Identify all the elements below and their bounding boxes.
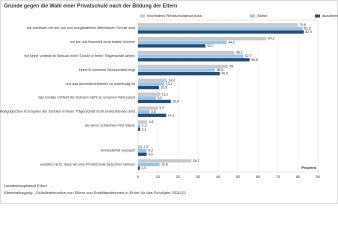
bar <box>138 58 250 62</box>
value-label: 38,5 <box>217 68 224 72</box>
value-label: 40,9 <box>221 72 228 76</box>
bar <box>138 78 167 82</box>
bar <box>138 120 148 124</box>
value-label: 82,3 <box>304 26 311 30</box>
bar <box>138 44 206 48</box>
bar <box>138 50 235 55</box>
x-tick-label: 20 <box>176 174 181 179</box>
value-label: 4,3 <box>148 149 153 153</box>
bar <box>138 110 150 114</box>
value-label: 82,9 <box>305 30 312 34</box>
value-label: 9,9 <box>159 106 164 110</box>
category-label: wir sie uns finanziell nicht leisten kön… <box>70 40 135 44</box>
category-label: uns das Anmeldeverfahren zu aufwendig is… <box>65 82 135 86</box>
value-label: 2,0 <box>144 145 149 149</box>
bar <box>138 145 142 149</box>
bar <box>138 40 227 44</box>
bar <box>138 159 192 163</box>
x-tick-label: 10 <box>156 174 161 179</box>
value-label: 14,4 <box>168 78 175 82</box>
bar <box>138 148 147 153</box>
bar <box>138 23 298 27</box>
bar <box>138 30 304 34</box>
bar <box>138 54 244 58</box>
category-label: wir zufrieden mit der von uns ausgewählt… <box>27 26 135 30</box>
note: Elternbefragung - Schulwahlmotive von El… <box>4 190 187 195</box>
category-label: wir keine Vorteile im Besuch einer Schul… <box>24 54 135 58</box>
legend-label: höchstens Realschulabschluss <box>147 13 202 18</box>
x-tick-label: 80 <box>296 174 301 179</box>
value-label: 4,6 <box>149 120 154 124</box>
category-label: sie einen schlechten Ruf haben <box>85 123 135 127</box>
bar <box>138 166 140 170</box>
category-label: wir mit dem pädagogischen Konzepten der … <box>0 110 135 114</box>
bar <box>138 123 141 128</box>
x-tick-label: 60 <box>256 174 261 179</box>
legend-swatch <box>140 14 145 18</box>
value-label: 13,1 <box>166 82 173 86</box>
legend-label: Abitur <box>257 13 268 18</box>
value-label: 26,7 <box>193 159 200 163</box>
x-axis-label: Prozent <box>301 165 316 170</box>
bar <box>138 152 147 156</box>
bar <box>138 68 215 72</box>
value-label: 5,8 <box>151 110 156 114</box>
value-label: 44,3 <box>228 40 235 44</box>
value-label: 9,0 <box>158 96 163 100</box>
value-label: 1,1 <box>142 127 147 131</box>
value-label: 14,1 <box>168 113 175 117</box>
bar <box>138 92 161 96</box>
category-label: keine in unserem Wohnumfeld liegt <box>79 68 135 72</box>
value-label: 52,7 <box>245 54 252 58</box>
bar <box>138 72 220 76</box>
legend-swatch <box>250 14 255 18</box>
bar <box>138 162 160 167</box>
x-tick-label: 40 <box>216 174 221 179</box>
legend-label: akademischer Abschluss <box>322 13 338 18</box>
bar <box>138 99 171 104</box>
value-label: 1,2 <box>142 124 147 128</box>
legend-swatch <box>315 14 320 18</box>
x-tick-label: 90 <box>316 174 321 179</box>
bar <box>138 85 159 90</box>
chart: Gründe gegen die Wahl einer Privatschule… <box>0 0 338 204</box>
value-label: 16,4 <box>172 99 179 103</box>
value-label: 4,3 <box>148 152 153 156</box>
value-label: 64,2 <box>268 37 275 41</box>
bar <box>138 113 167 117</box>
category-label: Anmeldefrist verpasst <box>100 148 135 152</box>
value-label: 1,0 <box>142 166 147 170</box>
bar <box>138 82 165 86</box>
value-label: 11,2 <box>162 92 168 96</box>
bar <box>138 106 158 110</box>
value-label: 10,8 <box>161 163 168 167</box>
chart-title: Gründe gegen die Wahl einer Privatschule… <box>4 3 177 9</box>
value-label: 79,8 <box>299 23 306 27</box>
value-label: 45 <box>230 64 234 68</box>
x-tick-label: 50 <box>236 174 241 179</box>
bar <box>138 37 267 41</box>
bar <box>138 96 156 100</box>
value-label: 33,7 <box>207 44 214 48</box>
source: Landeshauptstadt Erfurt <box>4 183 48 188</box>
value-label: 55,8 <box>251 58 258 62</box>
bar <box>138 26 303 31</box>
x-tick-label: 30 <box>196 174 201 179</box>
bar <box>138 64 228 69</box>
value-label: 10,5 <box>161 86 168 90</box>
bar <box>138 127 141 131</box>
value-label: 48,2 <box>236 51 243 55</box>
category-label: wussten nicht, dass wir eine Privatschul… <box>40 162 135 166</box>
x-tick-label: 0 <box>137 174 140 179</box>
category-label: das soziale Umfeld der Schulen nicht zu … <box>38 96 135 100</box>
x-tick-label: 70 <box>276 174 281 179</box>
